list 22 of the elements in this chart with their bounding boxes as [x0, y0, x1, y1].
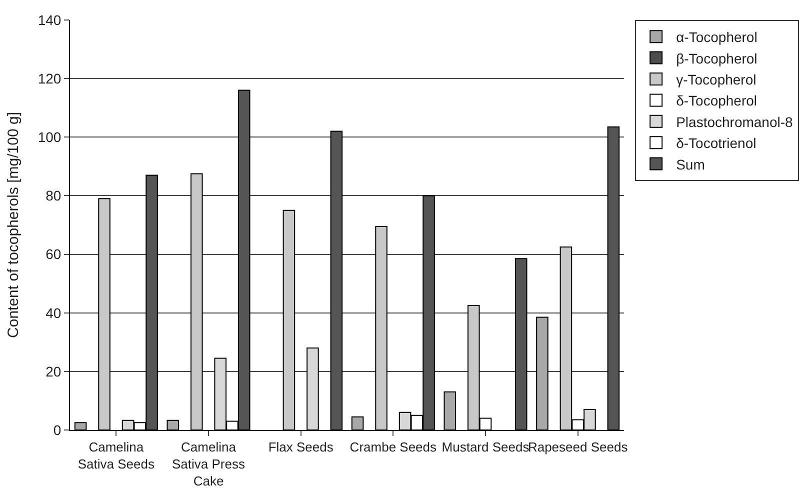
- y-tick-label: 20: [46, 363, 62, 380]
- x-tick-label: Rapeseed Seeds: [528, 440, 628, 455]
- y-tick-label: 0: [53, 422, 62, 438]
- legend-label: γ-Tocopherol: [676, 71, 756, 88]
- legend-label: Plastochromanol-8: [676, 114, 794, 130]
- x-tick-label: Crambe Seeds: [350, 440, 438, 455]
- y-tick-label: 140: [38, 12, 62, 28]
- legend-label: Sum: [676, 156, 705, 172]
- y-tick-label: 100: [38, 129, 62, 146]
- legend-label: δ-Tocotrienol: [676, 135, 756, 152]
- legend-label: α-Tocopherol: [676, 29, 758, 46]
- legend-label: β-Tocopherol: [676, 50, 758, 66]
- y-tick-label: 80: [46, 188, 62, 204]
- y-tick-label: 120: [38, 70, 62, 86]
- legend-label: δ-Tocopherol: [676, 92, 758, 109]
- y-tick-label: 40: [46, 304, 62, 321]
- y-axis-title: Content of tocopherols [mg/100 g]: [5, 112, 22, 338]
- x-tick-label: Mustard Seeds: [442, 440, 530, 455]
- x-tick-label: Flax Seeds: [268, 440, 334, 455]
- x-tick-label: Camelina Sativa Seeds: [78, 440, 155, 472]
- x-tick-label: Camelina Sativa Press Cake: [172, 440, 246, 488]
- y-tick-label: 60: [46, 246, 62, 262]
